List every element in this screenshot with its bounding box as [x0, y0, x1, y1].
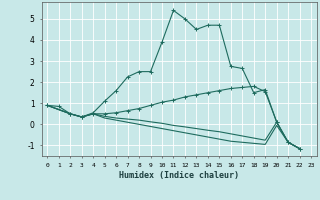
X-axis label: Humidex (Indice chaleur): Humidex (Indice chaleur)	[119, 171, 239, 180]
